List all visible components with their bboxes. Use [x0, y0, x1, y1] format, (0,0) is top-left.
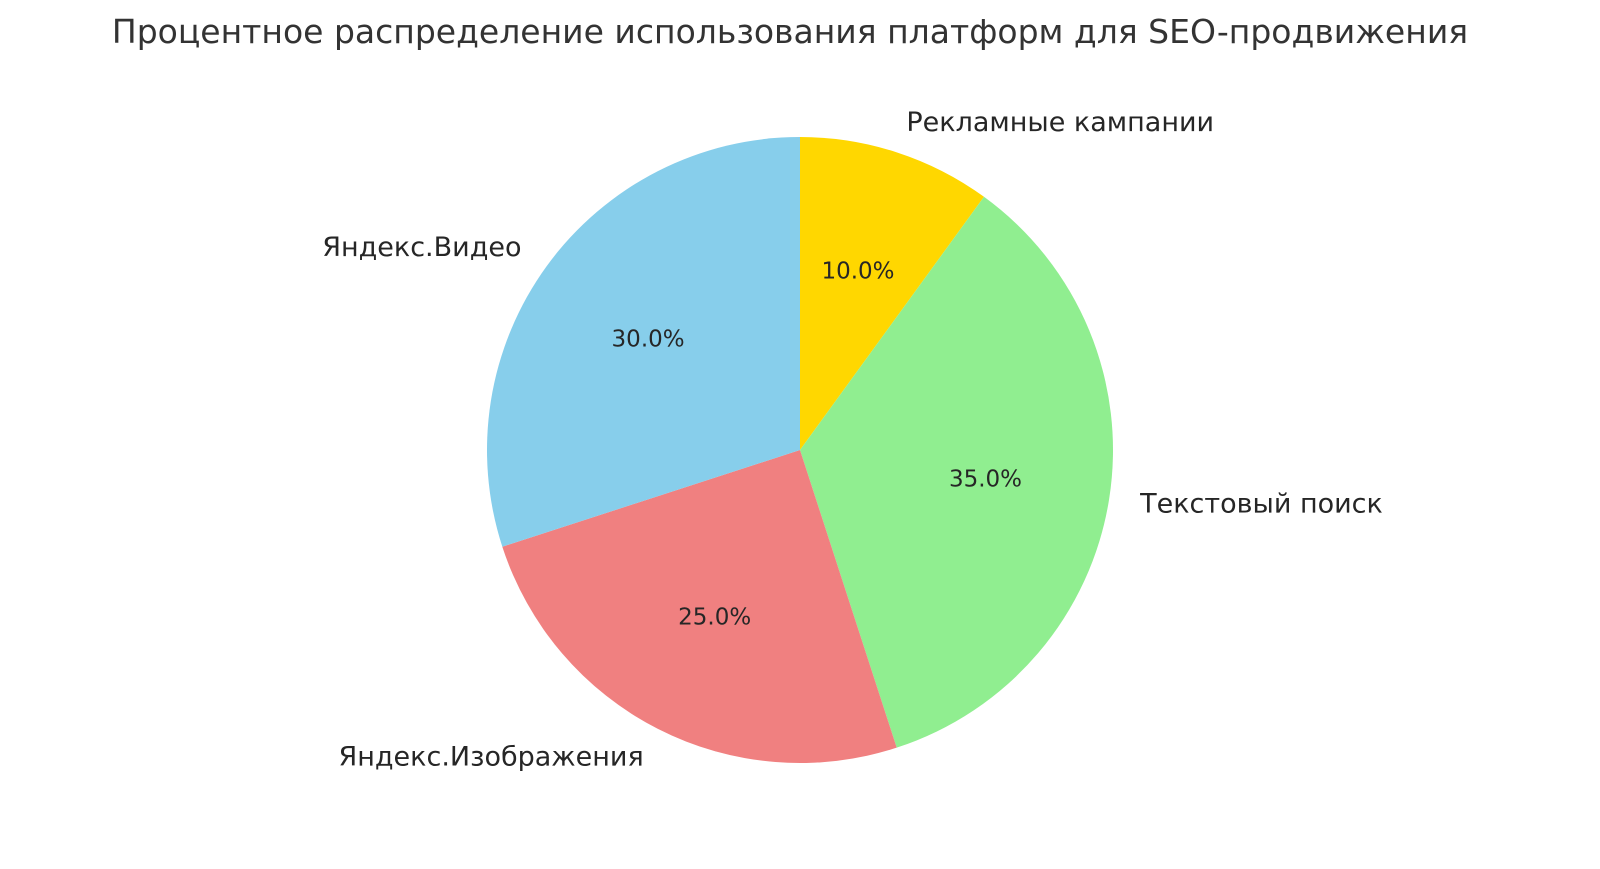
pie-slice-3 — [487, 137, 800, 547]
pie-slice-2 — [502, 450, 897, 763]
pie-slice-pct-3: 30.0% — [612, 327, 685, 353]
pie-slice-pct-0: 10.0% — [821, 258, 894, 284]
pie-slice-label-1: Текстовый поиск — [1139, 488, 1383, 519]
chart-title: Процентное распределение использования п… — [111, 12, 1469, 51]
pie-slice-pct-1: 35.0% — [949, 466, 1022, 492]
pie-slice-1 — [800, 196, 1113, 748]
pie-slice-label-3: Яндекс.Видео — [322, 232, 521, 263]
pie-slice-label-0: Рекламные кампании — [906, 107, 1214, 138]
pie-slice-0 — [800, 137, 984, 450]
pie-slice-pct-2: 25.0% — [678, 604, 751, 630]
pie-slice-label-2: Яндекс.Изображения — [338, 741, 643, 772]
